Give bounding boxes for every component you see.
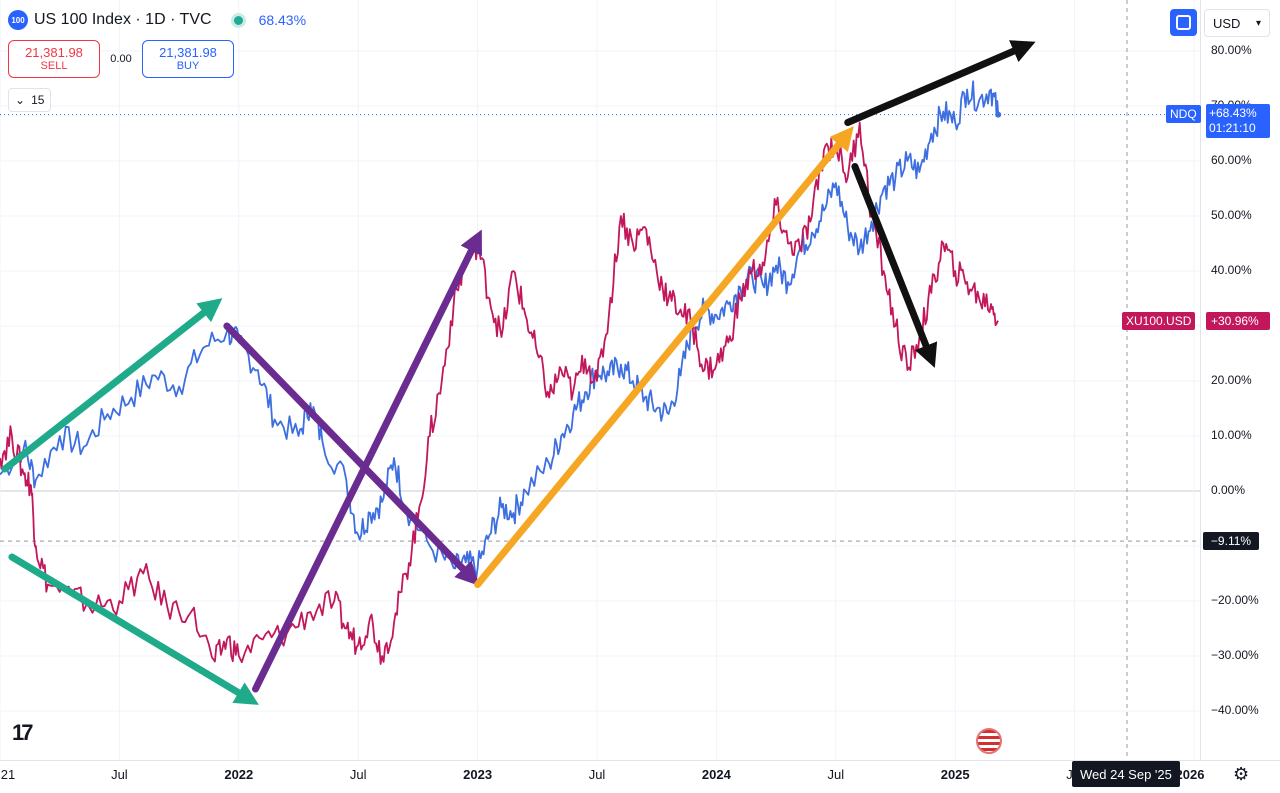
ndq-series-name: NDQ <box>1166 105 1201 123</box>
tradingview-logo[interactable]: 17 <box>12 720 34 745</box>
trade-panel: 21,381.98 SELL 0.00 21,381.98 BUY <box>8 40 234 78</box>
price-tick: 40.00% <box>1211 263 1252 277</box>
ndq-value-tag: +68.43% 01:21:10 <box>1206 104 1270 138</box>
symbol-logo-icon: 100 <box>8 10 28 30</box>
chart-pane[interactable]: 100 US 100 Index · 1D · TVC 68.43% 21,38… <box>0 0 1200 760</box>
volume-toggle[interactable]: ⌄ 15 <box>8 88 52 112</box>
chevron-down-icon: ⌄ <box>15 93 26 107</box>
price-tick: 50.00% <box>1211 208 1252 222</box>
square-icon <box>1176 15 1191 30</box>
trend-arrow-7[interactable] <box>851 163 938 368</box>
time-tick: 2026 <box>1175 767 1205 782</box>
trend-arrow-4[interactable] <box>252 229 482 693</box>
price-tick: −40.00% <box>1211 703 1259 717</box>
symbol-title[interactable]: US 100 Index · 1D · TVC <box>34 11 212 28</box>
volume-toggle-value: 15 <box>31 93 45 107</box>
time-tick: Jul <box>111 767 128 782</box>
price-tick: 10.00% <box>1211 428 1252 442</box>
price-tick: 80.00% <box>1211 43 1252 57</box>
ndq-countdown: 01:21:10 <box>1209 121 1256 135</box>
time-tick: Jul <box>349 767 367 782</box>
spread-value: 0.00 <box>110 53 132 65</box>
sell-button[interactable]: 21,381.98 SELL <box>8 40 100 78</box>
ndq-last-point <box>995 111 1002 118</box>
plot-svg[interactable] <box>0 0 1200 760</box>
time-tick: Jul <box>588 767 606 782</box>
gear-icon[interactable]: ⚙ <box>1233 764 1250 784</box>
trend-arrow-2[interactable] <box>8 553 259 705</box>
symbol-legend: 100 US 100 Index · 1D · TVC 68.43% <box>8 10 306 30</box>
trend-arrow-6[interactable] <box>844 40 1036 126</box>
currency-value: USD <box>1213 15 1241 31</box>
series-line-xu100-usd <box>0 121 999 665</box>
time-scale[interactable]: 21Jul2022Jul2023Jul2024Jul2025Jul2026 <box>0 760 1280 793</box>
crosshair-price-label: −9.11% <box>1203 532 1259 550</box>
xu100-value: +30.96% <box>1206 312 1270 330</box>
crosshair-date-label: Wed 24 Sep '25 <box>1072 761 1180 787</box>
xu100-series-name: XU100.USD <box>1122 312 1196 330</box>
price-tick: 0.00% <box>1211 483 1246 497</box>
buy-label: BUY <box>176 60 200 73</box>
price-tick: −30.00% <box>1211 648 1259 662</box>
ndq-value: +68.43% <box>1209 106 1257 120</box>
time-tick: 21 <box>0 767 16 782</box>
sell-label: SELL <box>40 60 68 73</box>
time-tick: Jul <box>827 767 845 782</box>
buy-price: 21,381.98 <box>159 44 217 60</box>
time-tick: 2022 <box>224 767 254 782</box>
chevron-down-icon: ▾ <box>1255 17 1261 29</box>
time-tick: 2023 <box>463 767 493 782</box>
series-line-ndq <box>0 80 1000 580</box>
buy-button[interactable]: 21,381.98 BUY <box>142 40 234 78</box>
trend-arrow-1[interactable] <box>1 298 223 473</box>
price-tick: −20.00% <box>1211 593 1259 607</box>
market-open-icon <box>233 15 243 25</box>
currency-select[interactable]: USD ▾ <box>1204 9 1270 37</box>
trend-arrow-5[interactable] <box>474 126 854 588</box>
sell-price: 21,381.98 <box>25 44 83 60</box>
symbol-change: 68.43% <box>258 12 307 28</box>
auto-scale-button[interactable] <box>1170 9 1197 36</box>
time-tick: 2024 <box>701 767 731 782</box>
us-flag-event-icon[interactable] <box>976 728 1002 754</box>
price-tick: 20.00% <box>1211 373 1252 387</box>
time-tick: 2025 <box>940 767 970 782</box>
price-tick: 60.00% <box>1211 153 1252 167</box>
trend-arrow-3[interactable] <box>223 322 480 586</box>
